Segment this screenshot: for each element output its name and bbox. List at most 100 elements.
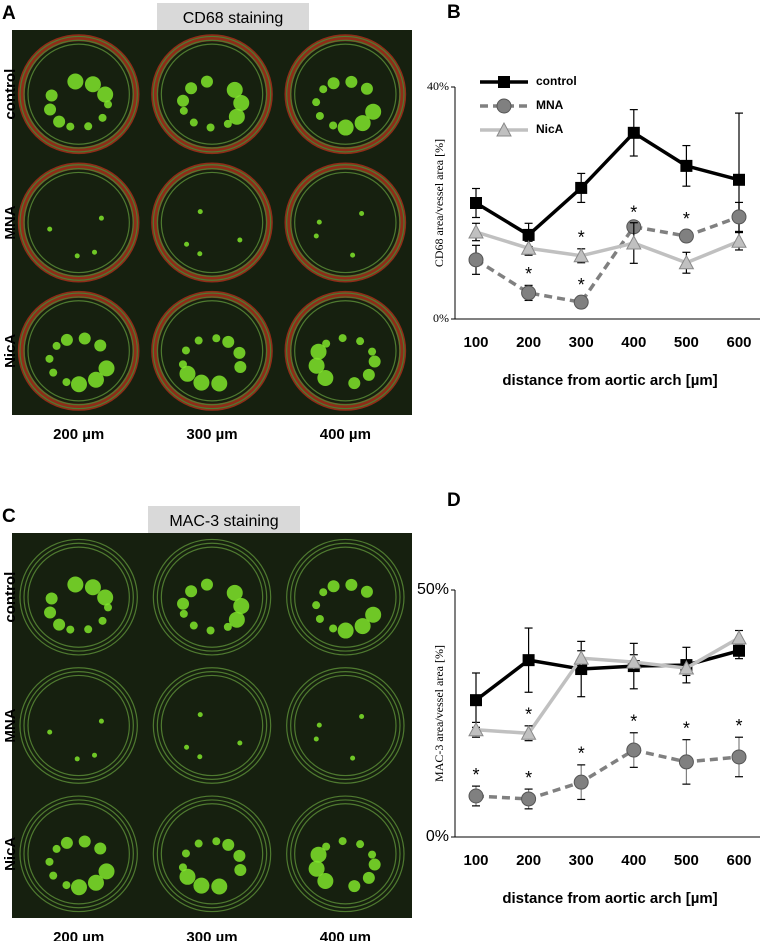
plaque-stain (316, 219, 322, 225)
plaque-stain (185, 585, 198, 598)
point (627, 126, 640, 139)
point (522, 228, 535, 241)
x-tick-label: 300 (569, 334, 594, 351)
point (625, 654, 642, 669)
vessel-wall (156, 799, 268, 909)
x-tick-label: 500 (674, 852, 699, 869)
plaque-stain (368, 355, 381, 368)
point (470, 197, 482, 209)
significance-star: * (525, 705, 532, 725)
plaque-stain (350, 755, 356, 761)
point (468, 788, 484, 804)
y-tick-label: 40% (427, 79, 449, 93)
plaque-stain (368, 858, 381, 871)
plaque-stain (345, 578, 358, 591)
plaque-stain (365, 606, 382, 623)
legend-marker (496, 98, 512, 114)
plaque-stain (322, 339, 331, 348)
point (731, 629, 747, 645)
plaque-stain (237, 237, 243, 243)
plaque-stain (62, 378, 71, 387)
legend-marker (496, 121, 512, 137)
vessel-wall (156, 670, 268, 780)
plaque-stain (92, 249, 98, 255)
plaque-stain (222, 838, 235, 851)
plaque-stain (52, 341, 61, 350)
plaque-stain (62, 881, 71, 890)
vessel-wall (152, 292, 272, 410)
plaque-stain (237, 740, 243, 746)
plaque-stain (98, 360, 115, 377)
vessel-wall (294, 171, 397, 274)
vessel-wall (27, 171, 130, 274)
plaque-stain (226, 584, 243, 601)
point (575, 181, 588, 194)
row-label: control (2, 69, 19, 120)
plaque-stain (319, 85, 328, 94)
plaque-stain (181, 346, 190, 355)
plaque-stain (197, 251, 203, 257)
point (680, 159, 693, 172)
plaque-stain (313, 736, 319, 742)
plaque-stain (356, 840, 365, 849)
plaque-stain (194, 336, 203, 345)
plaque-stain (316, 722, 322, 728)
x-tick-label: 300 (569, 852, 594, 869)
significance-star: * (472, 765, 479, 785)
plaque-stain (234, 864, 247, 877)
plaque-stain (360, 585, 373, 598)
plaque-stain (317, 370, 334, 387)
vessel-wall (160, 546, 264, 648)
vessel-wall-red (151, 162, 273, 283)
significance-star: * (630, 712, 637, 732)
plaque-stain (315, 111, 324, 120)
point (625, 234, 642, 250)
plaque-stain (206, 123, 215, 132)
vessel-wall-red (17, 162, 140, 283)
plaque-stain (348, 377, 361, 390)
plaque-stain (179, 868, 196, 885)
plaque-stain (327, 77, 340, 90)
vessel-wall (286, 292, 405, 410)
plaque-stain (212, 837, 221, 846)
plaque-stain (197, 712, 203, 718)
plaque-stain (74, 756, 80, 762)
point (468, 721, 484, 737)
vessel-wall-red (151, 290, 273, 411)
significance-star: * (630, 203, 637, 223)
plaque-stain (223, 622, 232, 631)
micrograph (12, 533, 412, 918)
plaque-stain (338, 837, 347, 846)
plaque-stain (211, 375, 228, 392)
plaque-stain (228, 611, 245, 628)
vessel-wall (286, 35, 405, 153)
column-label: 300 µm (186, 929, 237, 941)
x-axis-title: distance from aortic arch [µm] (502, 372, 717, 389)
plaque-stain (189, 118, 198, 127)
vessel-wall (23, 296, 134, 406)
x-tick-label: 600 (726, 334, 751, 351)
x-tick-label: 200 (516, 852, 541, 869)
plaque-stain (185, 82, 198, 95)
vessel-wall (27, 674, 130, 777)
series (468, 222, 747, 274)
point (573, 247, 590, 263)
plaque-stain (211, 878, 228, 895)
point (468, 223, 484, 239)
column-label: 300 µm (186, 426, 237, 443)
point (522, 654, 535, 667)
vessel-wall (156, 168, 268, 278)
vessel-wall (23, 799, 134, 909)
plaque-stain (359, 714, 365, 720)
plaque-stain (84, 122, 93, 131)
vessel-wall (19, 538, 138, 656)
plaque-stain (177, 94, 190, 107)
vessel-wall (160, 43, 264, 145)
point (520, 725, 537, 740)
plaque-stain (365, 103, 382, 120)
plaque-stain (94, 339, 107, 352)
plaque-stain (98, 616, 107, 625)
point (626, 742, 642, 758)
column-label: 400 µm (320, 929, 371, 941)
